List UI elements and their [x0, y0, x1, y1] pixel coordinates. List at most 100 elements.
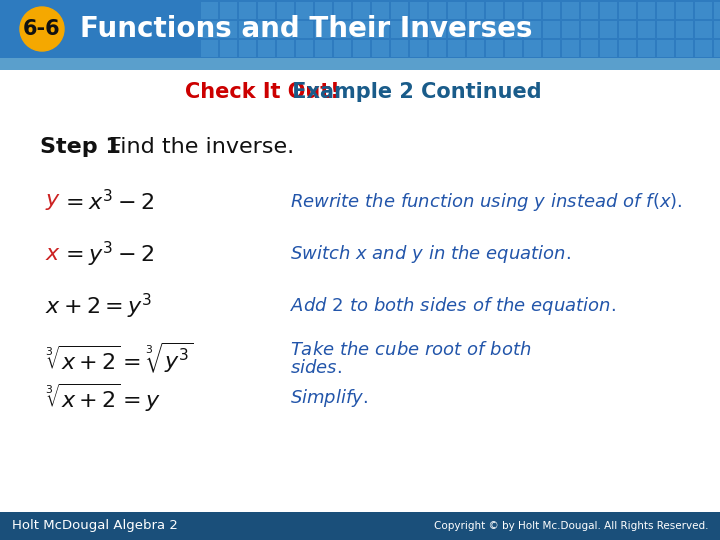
Bar — [220, 2, 237, 19]
Bar — [220, 21, 237, 38]
Circle shape — [20, 7, 64, 51]
Bar — [562, 21, 579, 38]
Bar — [220, 40, 237, 57]
Bar — [619, 40, 636, 57]
Bar — [0, 0, 720, 58]
Bar — [638, 2, 655, 19]
Bar — [334, 2, 351, 19]
Text: Step 1: Step 1 — [40, 137, 121, 157]
Text: $\mathit{Simplify.}$: $\mathit{Simplify.}$ — [290, 387, 368, 409]
Text: $= \mathit{y}^3 - 2$: $= \mathit{y}^3 - 2$ — [61, 239, 154, 268]
Text: $\mathit{\sqrt[3]{x + 2} = y}$: $\mathit{\sqrt[3]{x + 2} = y}$ — [45, 382, 161, 414]
Bar — [448, 40, 465, 57]
Bar — [657, 2, 674, 19]
Bar — [695, 21, 712, 38]
Bar — [410, 40, 427, 57]
Bar — [315, 40, 332, 57]
Bar — [486, 21, 503, 38]
Bar — [524, 40, 541, 57]
Text: Holt McDougal Algebra 2: Holt McDougal Algebra 2 — [12, 519, 178, 532]
Bar — [676, 2, 693, 19]
Text: Check It Out!: Check It Out! — [185, 82, 340, 102]
Bar — [543, 21, 560, 38]
Bar — [676, 40, 693, 57]
Bar — [277, 21, 294, 38]
Bar — [657, 40, 674, 57]
Bar — [695, 2, 712, 19]
Bar — [676, 21, 693, 38]
Bar — [353, 2, 370, 19]
Text: Copyright © by Holt Mc.Dougal. All Rights Reserved.: Copyright © by Holt Mc.Dougal. All Right… — [433, 521, 708, 531]
Bar — [638, 21, 655, 38]
Bar — [353, 40, 370, 57]
Text: $\mathit{x}$: $\mathit{x}$ — [45, 244, 61, 264]
Bar — [581, 40, 598, 57]
Bar — [391, 2, 408, 19]
Bar — [467, 21, 484, 38]
Text: $\mathit{sides.}$: $\mathit{sides.}$ — [290, 359, 342, 377]
Bar — [410, 2, 427, 19]
Bar — [277, 40, 294, 57]
Bar — [0, 58, 720, 70]
Bar — [505, 21, 522, 38]
Bar — [505, 2, 522, 19]
Bar — [258, 2, 275, 19]
Bar — [543, 2, 560, 19]
Bar — [695, 40, 712, 57]
Bar — [201, 2, 218, 19]
Text: $\mathit{Rewrite\ the\ function\ using\ y\ instead\ of\ f(x).}$: $\mathit{Rewrite\ the\ function\ using\ … — [290, 191, 683, 213]
Bar — [581, 2, 598, 19]
Bar — [505, 40, 522, 57]
Bar — [315, 21, 332, 38]
Bar — [429, 2, 446, 19]
Bar — [239, 2, 256, 19]
Bar — [448, 2, 465, 19]
Bar — [600, 21, 617, 38]
Text: $\mathit{\sqrt[3]{x + 2} = \sqrt[3]{y^3}}$: $\mathit{\sqrt[3]{x + 2} = \sqrt[3]{y^3}… — [45, 341, 194, 375]
Bar — [714, 40, 720, 57]
Bar — [600, 40, 617, 57]
Bar — [619, 2, 636, 19]
Bar — [581, 21, 598, 38]
Bar — [201, 40, 218, 57]
Bar — [0, 70, 720, 515]
Bar — [562, 40, 579, 57]
Bar — [562, 2, 579, 19]
Text: $\mathit{x + 2 = y}^3$: $\mathit{x + 2 = y}^3$ — [45, 292, 152, 321]
Bar — [391, 21, 408, 38]
Bar — [334, 40, 351, 57]
Text: $\mathit{Switch\ x\ and\ y\ in\ the\ equation.}$: $\mathit{Switch\ x\ and\ y\ in\ the\ equ… — [290, 243, 571, 265]
Text: $\mathit{Take\ the\ cube\ root\ of\ both}$: $\mathit{Take\ the\ cube\ root\ of\ both… — [290, 341, 531, 359]
Bar — [467, 2, 484, 19]
Bar — [201, 21, 218, 38]
Text: Find the inverse.: Find the inverse. — [102, 137, 294, 157]
Text: $\mathit{Add\ 2\ to\ both\ sides\ of\ the\ equation.}$: $\mathit{Add\ 2\ to\ both\ sides\ of\ th… — [290, 295, 616, 317]
Text: Example 2 Continued: Example 2 Continued — [285, 82, 541, 102]
Bar — [258, 40, 275, 57]
Bar — [714, 2, 720, 19]
Text: Functions and Their Inverses: Functions and Their Inverses — [80, 15, 533, 43]
Bar — [619, 21, 636, 38]
Bar — [429, 40, 446, 57]
Bar — [410, 21, 427, 38]
Bar — [258, 21, 275, 38]
Bar — [296, 2, 313, 19]
Bar — [486, 40, 503, 57]
Text: 6-6: 6-6 — [23, 19, 60, 39]
Bar — [429, 21, 446, 38]
Bar — [486, 2, 503, 19]
Bar — [372, 2, 389, 19]
Bar — [391, 40, 408, 57]
Bar — [467, 40, 484, 57]
Bar — [334, 21, 351, 38]
Bar — [657, 21, 674, 38]
Bar — [239, 21, 256, 38]
Bar — [638, 40, 655, 57]
Bar — [277, 2, 294, 19]
Bar — [0, 512, 720, 540]
Text: $= \mathit{x}^3 - 2$: $= \mathit{x}^3 - 2$ — [61, 190, 154, 214]
Bar — [448, 21, 465, 38]
Bar — [315, 2, 332, 19]
Bar — [524, 2, 541, 19]
Bar — [524, 21, 541, 38]
